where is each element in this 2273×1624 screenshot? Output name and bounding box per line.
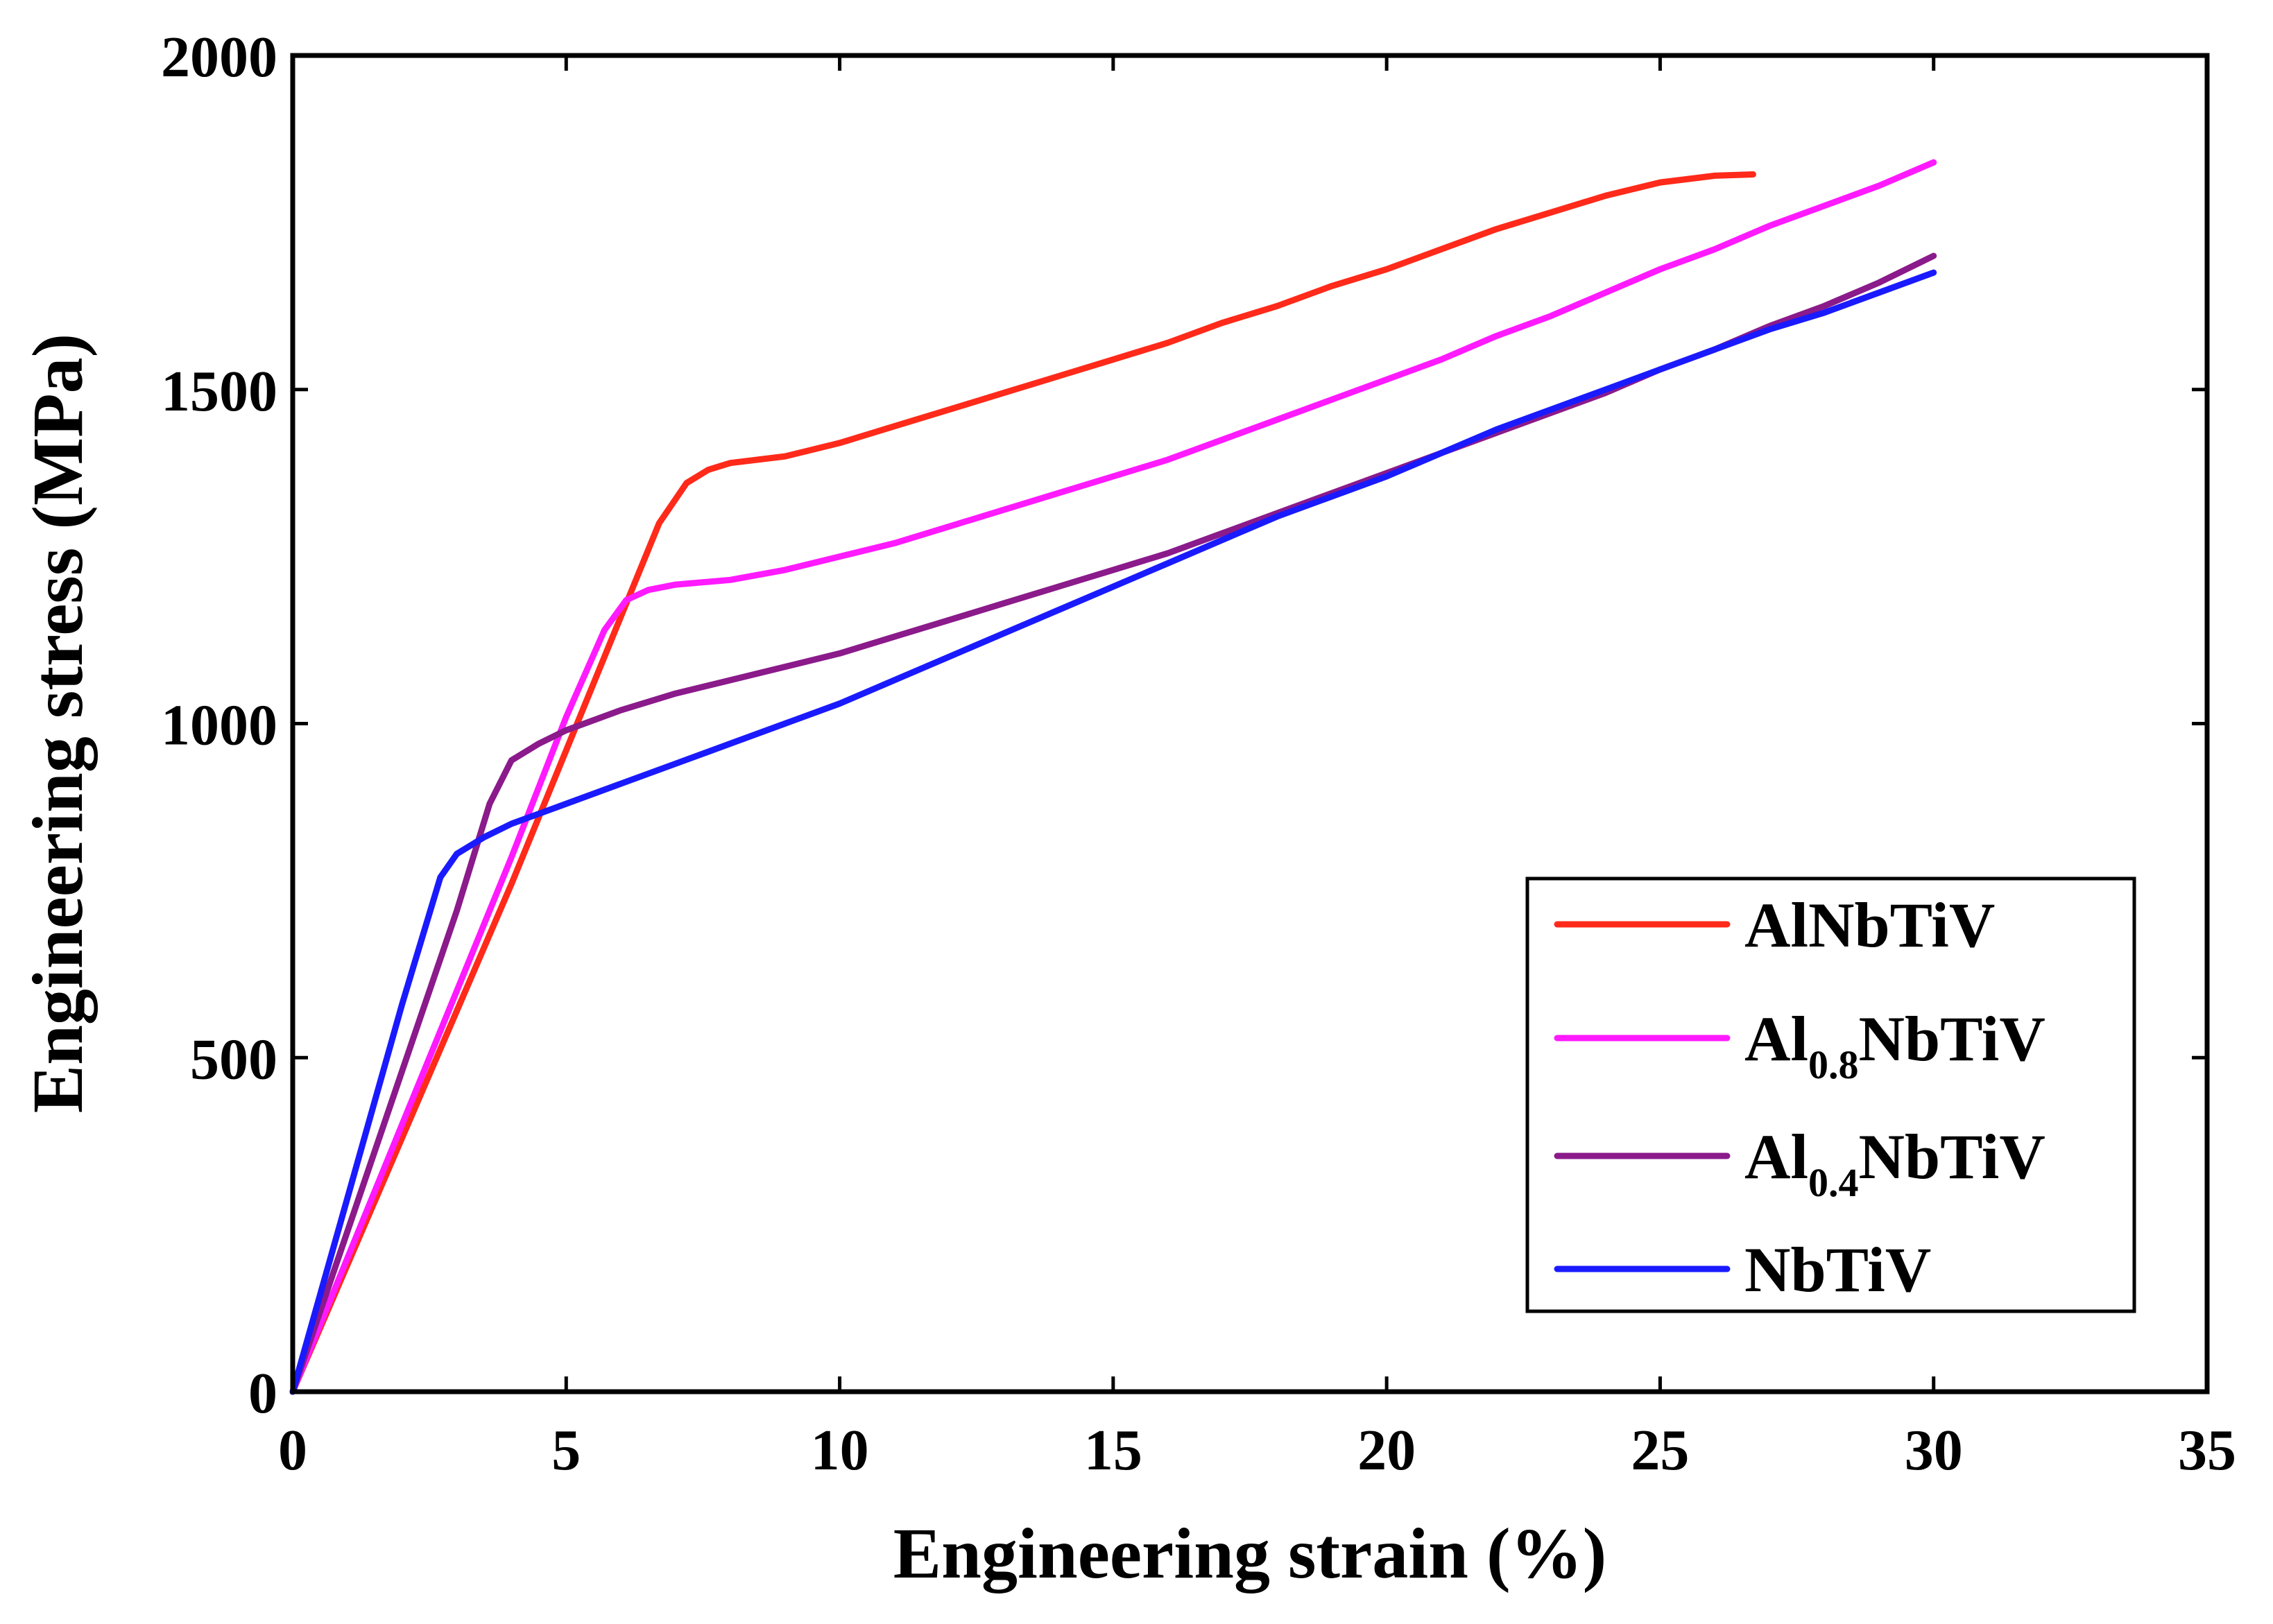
series-layer bbox=[289, 159, 1937, 1395]
x-tick-label: 10 bbox=[811, 1418, 869, 1483]
x-axis-label: Engineering strain (%) bbox=[893, 1514, 1606, 1593]
x-tick-label: 25 bbox=[1631, 1418, 1689, 1483]
legend-label: AlNbTiV bbox=[1744, 890, 1995, 960]
y-tick-label: 2000 bbox=[161, 25, 277, 89]
x-tick-label: 0 bbox=[278, 1418, 307, 1483]
x-tick-label: 20 bbox=[1357, 1418, 1416, 1483]
legend-items: AlNbTiV Al0.8NbTiV Al0.4NbTiV NbTiV bbox=[1554, 890, 2045, 1305]
y-tick-label: 1000 bbox=[161, 693, 277, 758]
y-tick-label: 0 bbox=[248, 1361, 277, 1426]
y-tick-label: 500 bbox=[190, 1027, 277, 1091]
legend-box bbox=[1525, 876, 2136, 1313]
series-line-al08nbtiv bbox=[289, 159, 1937, 1395]
axis-tick-labels: 0 5 10 15 20 25 30 35 0 500 1000 1500 2000 bbox=[161, 25, 2236, 1483]
legend-label: Al0.8NbTiV bbox=[1744, 1003, 2045, 1087]
x-tick-label: 30 bbox=[1905, 1418, 1963, 1483]
series-line-nbtiv bbox=[289, 269, 1937, 1395]
x-tick-label: 5 bbox=[551, 1418, 581, 1483]
legend-label: Al0.4NbTiV bbox=[1744, 1121, 2045, 1205]
y-tick-label: 1500 bbox=[161, 359, 277, 424]
legend: AlNbTiV Al0.8NbTiV Al0.4NbTiV NbTiV bbox=[1525, 876, 2136, 1313]
series-line-alnbtiv bbox=[289, 171, 1756, 1395]
axis-ticks bbox=[291, 53, 2209, 1394]
x-tick-label: 15 bbox=[1084, 1418, 1142, 1483]
y-axis-label: Engineering stress (MPa) bbox=[18, 334, 98, 1114]
x-tick-label: 35 bbox=[2178, 1418, 2236, 1483]
legend-label: NbTiV bbox=[1744, 1234, 1931, 1305]
